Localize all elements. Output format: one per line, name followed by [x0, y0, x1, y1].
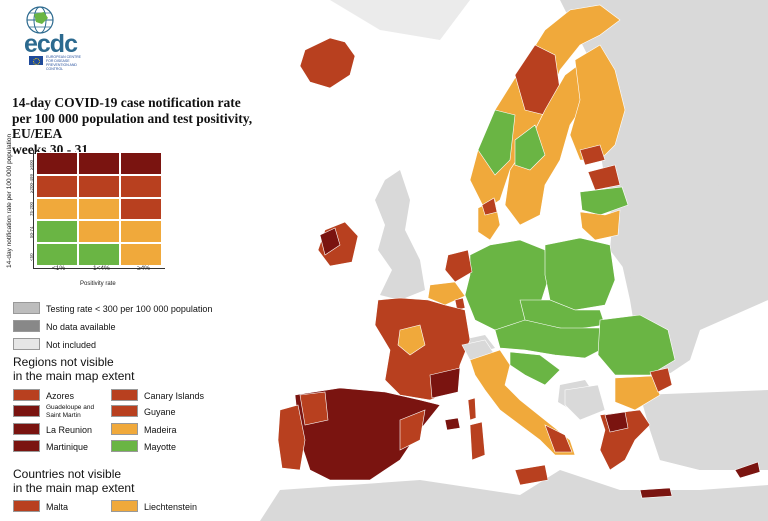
greece-north [604, 411, 629, 433]
ecdc-logo [14, 4, 94, 70]
bulgaria-east [649, 367, 673, 393]
matrix-y-tick: 75-200 [29, 201, 34, 216]
france-south [429, 367, 461, 399]
matrix-cell [78, 174, 120, 198]
legend-label-mayotte: Mayotte [144, 442, 177, 452]
map-title: 14-day COVID-19 case notification rate p… [12, 95, 253, 157]
sardinia [469, 421, 486, 461]
lithuania [579, 209, 621, 241]
legend-swatch-guadeloupe [13, 405, 40, 417]
legend-label-canary: Canary Islands [144, 391, 205, 401]
matrix-cell [36, 243, 78, 266]
finland [569, 44, 626, 161]
legend-label-guyane: Guyane [144, 407, 176, 417]
norway-region-green [477, 109, 516, 176]
countries-heading: Countries not visible in the main map ex… [13, 467, 135, 495]
corsica [467, 397, 477, 421]
slovenia-croatia [509, 351, 561, 386]
iceland [299, 37, 356, 89]
legend-label-madeira: Madeira [144, 425, 177, 435]
matrix-cell [36, 152, 78, 175]
austria-hungary [494, 319, 611, 359]
latvia [579, 186, 629, 216]
matrix-cell [36, 174, 78, 198]
netherlands [444, 249, 473, 283]
matrix-x-tick: <1% [52, 265, 66, 272]
matrix-cell [120, 152, 162, 175]
matrix-cell [78, 152, 120, 175]
matrix-y-tick: ≥200-499 [29, 173, 34, 193]
matrix-cell [78, 220, 120, 244]
matrix-x-axis [33, 268, 165, 269]
regions-heading: Regions not visible in the main map exte… [13, 355, 135, 383]
spain-east [399, 409, 426, 451]
portugal [277, 404, 306, 471]
estonia [587, 164, 621, 191]
legend-label-guadeloupe: Guadeloupe and Saint Martin [46, 404, 95, 419]
poland [544, 237, 616, 311]
legend-swatch-not-included [13, 338, 40, 350]
matrix-cell [78, 243, 120, 266]
legend-swatch-guyane [111, 405, 138, 417]
matrix-cell [120, 243, 162, 266]
legend-label-testing-rate: Testing rate < 300 per 100 000 populatio… [46, 304, 213, 314]
matrix-y-tick: ≥500 [29, 160, 34, 170]
legend-swatch-malta [13, 500, 40, 512]
matrix-y-tick: 50-74 [29, 226, 34, 239]
sweden [504, 59, 591, 226]
matrix-y-axis-label: 14-day notification rate per 100 000 pop… [6, 133, 13, 268]
balearic [444, 417, 461, 431]
legend-swatch-madeira [111, 423, 138, 435]
matrix-cell [78, 197, 120, 221]
legend-swatch-azores [13, 389, 40, 401]
romania [597, 314, 676, 376]
finland-south [579, 144, 606, 166]
matrix-x-tick: 1<4% [93, 265, 110, 272]
legend-swatch-liechtenstein [111, 500, 138, 512]
matrix-cell [120, 197, 162, 221]
matrix-cell [120, 174, 162, 198]
bulgaria [614, 375, 661, 411]
legend-label-azores: Azores [46, 391, 75, 401]
matrix-cell [36, 197, 78, 221]
matrix-cell [36, 220, 78, 244]
italy-south-red [544, 424, 573, 453]
matrix-x-tick: ≥4% [137, 265, 150, 272]
legend-swatch-testing-rate [13, 302, 40, 314]
crete [639, 487, 673, 499]
legend-label-liechtenstein: Liechtenstein [144, 502, 198, 512]
matrix-y-tick: <50 [29, 253, 34, 262]
france-center [397, 324, 426, 356]
balkans-non-eu [564, 384, 606, 421]
ecdc-logo-subtitle: EUROPEAN CENTRE FOR DISEASE PREVENTION A… [46, 55, 82, 71]
legend-swatch-martinique [13, 440, 40, 452]
matrix-cell [120, 220, 162, 244]
denmark-north [481, 197, 498, 216]
sweden-region-green [514, 124, 546, 171]
sicily [514, 464, 549, 486]
legend-label-malta: Malta [46, 502, 69, 512]
matrix-grid [36, 152, 162, 266]
legend-swatch-la-reunion [13, 423, 40, 435]
luxembourg [454, 297, 466, 311]
legend-swatch-no-data [13, 320, 40, 332]
legend-swatch-mayotte [111, 440, 138, 452]
matrix-y-axis [33, 150, 34, 268]
spain-west [299, 391, 329, 426]
legend-swatch-canary [111, 389, 138, 401]
legend-label-not-included: Not included [46, 340, 97, 350]
legend-label-no-data: No data available [46, 322, 116, 332]
legend-label-martinique: Martinique [46, 442, 89, 452]
cyprus [734, 461, 761, 479]
matrix-x-axis-label: Positivity rate [80, 281, 116, 287]
ireland-west [319, 227, 341, 256]
eu-flag-icon [29, 56, 43, 65]
ecdc-logo-text: ecdc [24, 30, 78, 58]
legend-label-la-reunion: La Reunion [46, 425, 93, 435]
